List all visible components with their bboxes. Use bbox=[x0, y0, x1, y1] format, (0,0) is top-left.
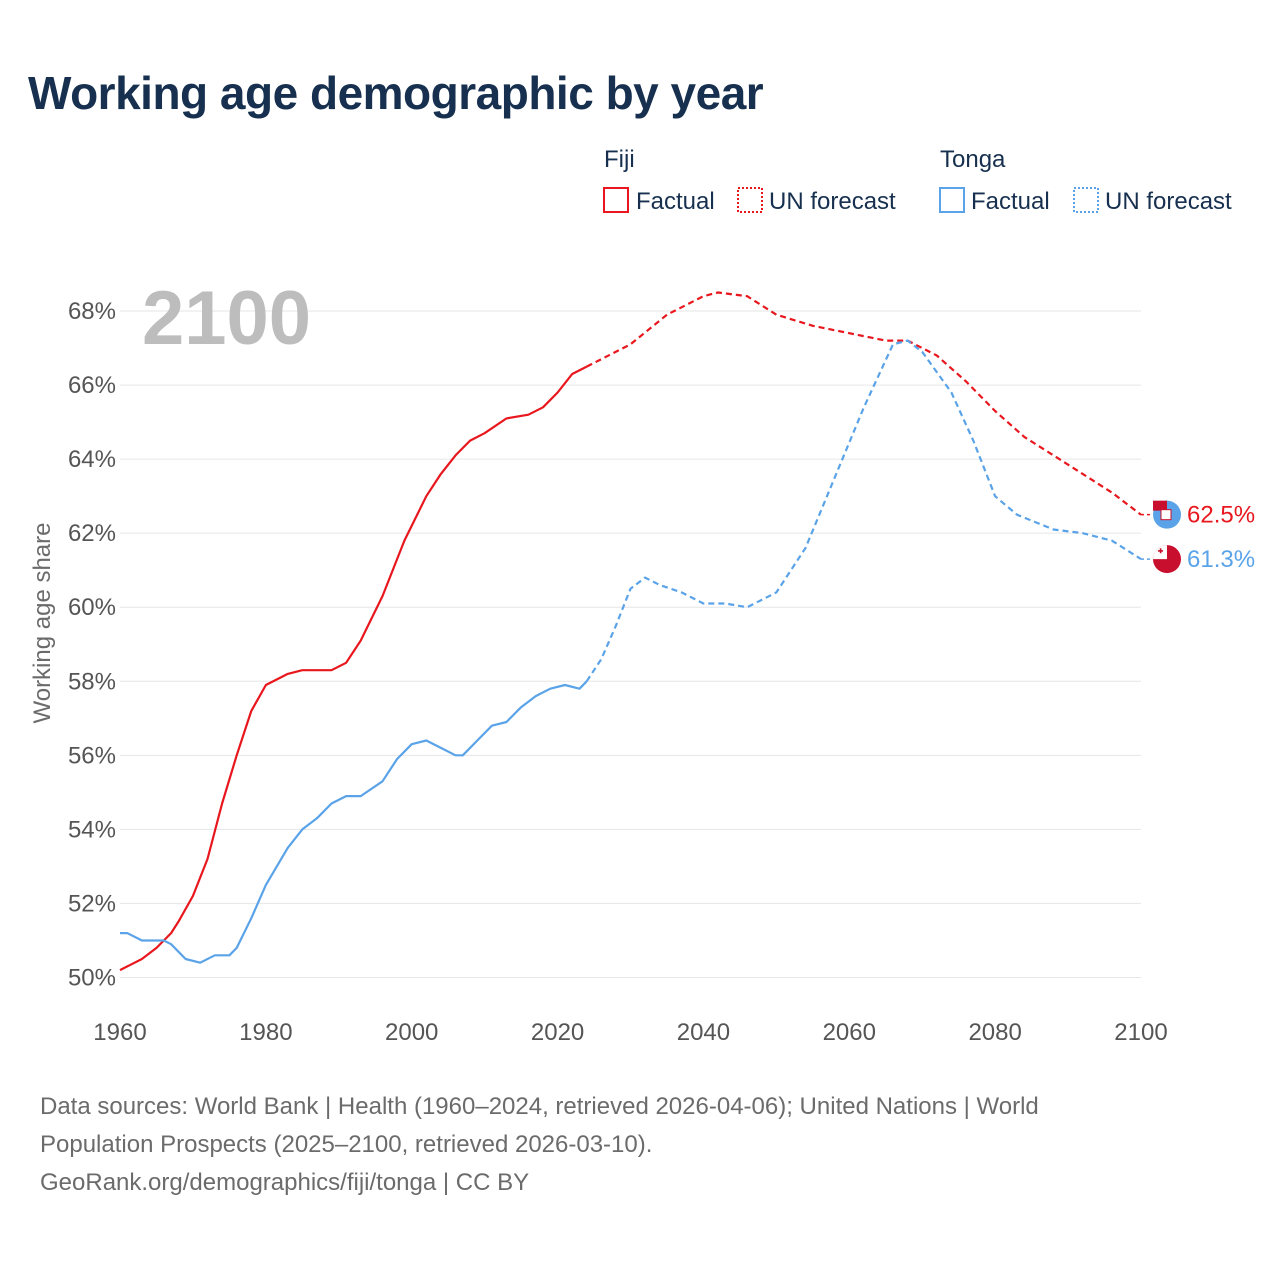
y-tick-label: 66% bbox=[68, 372, 116, 399]
x-tick-label: 2000 bbox=[385, 1019, 438, 1046]
x-tick-label: 1980 bbox=[239, 1019, 292, 1046]
series-line-fiji-factual[interactable] bbox=[119, 365, 588, 972]
y-tick-label: 52% bbox=[68, 890, 116, 917]
axis-ticks: 50% 52% 54% 56% 58% 60% 62% 64% 66% 68% 1960 1980 20… bbox=[68, 298, 1168, 1046]
series-line-tonga-factual[interactable] bbox=[120, 680, 588, 964]
fiji-flag-shield bbox=[1160, 509, 1172, 521]
footer-line: Population Prospects (2025–2100, retriev… bbox=[40, 1131, 653, 1158]
gridlines bbox=[120, 310, 1141, 978]
legend-label-tonga-factual[interactable]: Factual bbox=[971, 188, 1050, 215]
legend-label-tonga-forecast[interactable]: UN forecast bbox=[1105, 188, 1232, 215]
legend-group-title: Fiji bbox=[604, 146, 635, 173]
legend-swatch-fiji-forecast[interactable] bbox=[737, 187, 763, 213]
legend-label-fiji-forecast[interactable]: UN forecast bbox=[769, 188, 896, 215]
x-tick-label: 2060 bbox=[823, 1019, 876, 1046]
data-sources-footer: Data sources: World Bank | Health (1960–… bbox=[40, 1088, 1160, 1202]
series-lines bbox=[119, 291, 1142, 972]
legend-swatch-tonga-factual[interactable] bbox=[939, 187, 965, 213]
footer-line[interactable]: GeoRank.org/demographics/fiji/tonga | CC… bbox=[40, 1169, 530, 1196]
end-marker-fiji: 62.5% bbox=[1141, 500, 1255, 529]
legend-group-title: Tonga bbox=[940, 146, 1006, 173]
y-axis-label: Working age share bbox=[29, 523, 56, 724]
legend: Fiji Factual UN forecast Tonga Factual U… bbox=[603, 146, 1232, 215]
line-chart: 50% 52% 54% 56% 58% 60% 62% 64% 66% 68% 1960 1980 20… bbox=[29, 146, 1255, 1046]
y-tick-label: 60% bbox=[68, 594, 116, 621]
legend-swatch-tonga-forecast[interactable] bbox=[1073, 187, 1099, 213]
y-tick-label: 68% bbox=[68, 298, 116, 325]
x-tick-label: 1960 bbox=[93, 1019, 146, 1046]
y-tick-label: 62% bbox=[68, 520, 116, 547]
y-tick-label: 64% bbox=[68, 446, 116, 473]
y-tick-label: 50% bbox=[68, 964, 116, 991]
y-tick-label: 56% bbox=[68, 742, 116, 769]
fiji-flag-canton bbox=[1153, 500, 1167, 511]
chart-title: Working age demographic by year bbox=[28, 67, 764, 119]
series-end-markers: 62.5% 61.3% bbox=[1141, 500, 1255, 574]
x-tick-label: 2080 bbox=[968, 1019, 1021, 1046]
year-display: 2100 bbox=[142, 276, 311, 361]
legend-label-fiji-factual[interactable]: Factual bbox=[636, 188, 715, 215]
y-tick-label: 54% bbox=[68, 816, 116, 843]
legend-group-tonga: Tonga Factual UN forecast bbox=[939, 146, 1232, 215]
x-tick-label: 2020 bbox=[531, 1019, 584, 1046]
end-value-label: 61.3% bbox=[1187, 546, 1255, 573]
legend-group-fiji: Fiji Factual UN forecast bbox=[603, 146, 896, 215]
series-line-tonga-forecast[interactable] bbox=[585, 339, 1142, 682]
footer-line: Data sources: World Bank | Health (1960–… bbox=[40, 1093, 1039, 1120]
x-tick-label: 2040 bbox=[677, 1019, 730, 1046]
end-marker-tonga: 61.3% bbox=[1141, 545, 1255, 574]
y-tick-label: 58% bbox=[68, 668, 116, 695]
legend-swatch-fiji-factual[interactable] bbox=[603, 187, 629, 213]
tonga-flag-cross bbox=[1159, 548, 1162, 554]
x-tick-label: 2100 bbox=[1114, 1019, 1167, 1046]
end-value-label: 62.5% bbox=[1187, 502, 1255, 529]
series-line-fiji-forecast[interactable] bbox=[586, 291, 1142, 516]
